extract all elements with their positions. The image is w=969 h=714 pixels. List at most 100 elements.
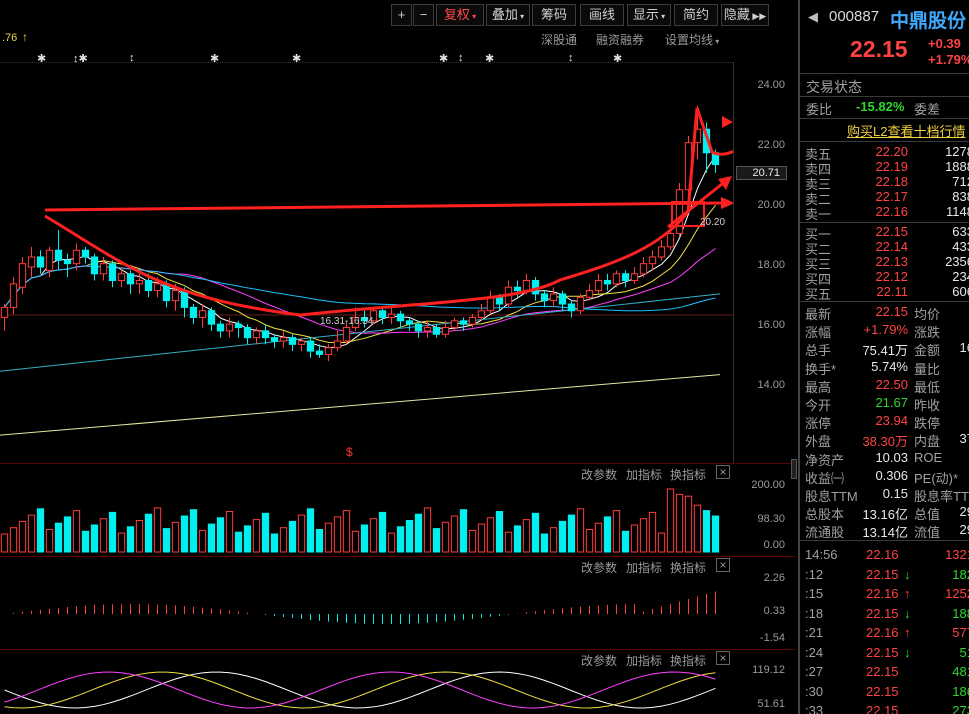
divider: [800, 141, 969, 142]
stat-value: 0.15: [882, 486, 908, 501]
info-marker-icon[interactable]: ✱: [439, 53, 449, 65]
change-params-button[interactable]: 改参数: [581, 654, 618, 668]
chips-button[interactable]: 筹码: [532, 4, 576, 26]
volume-bar: [450, 515, 459, 553]
current-price-tag: 20.71: [736, 166, 787, 180]
candle: [270, 337, 279, 342]
volume-bar: [648, 511, 657, 553]
info-marker-icon[interactable]: ↕: [568, 52, 574, 64]
level-label: 卖一: [805, 207, 832, 222]
l2-link[interactable]: 购买L2查看十档行情: [847, 124, 966, 139]
display-button[interactable]: 显示 ▾: [627, 4, 671, 26]
margin-trading-link[interactable]: 融资融券: [596, 33, 645, 47]
candle: [567, 303, 576, 312]
zoom-in-button[interactable]: +: [391, 4, 412, 26]
draw-line-button[interactable]: 画线: [580, 4, 624, 26]
close-icon[interactable]: ×: [716, 465, 730, 479]
close-icon[interactable]: ×: [716, 651, 730, 665]
dollar-marker[interactable]: $: [346, 445, 353, 459]
dropdown-caret-icon: ▾: [517, 12, 525, 21]
level-price: 22.13: [875, 254, 908, 269]
stat-label: 量比: [914, 361, 941, 377]
panel-divider: [0, 649, 796, 650]
prev-stock-icon[interactable]: ◀: [808, 9, 818, 24]
candle: [558, 293, 567, 305]
tick-price: 22.15: [866, 566, 899, 582]
shengu-tong-link[interactable]: 深股通: [541, 33, 578, 47]
simple-button[interactable]: 简约: [674, 4, 718, 26]
level-price: 22.16: [875, 204, 908, 219]
tick-row: :24 22.15 ↓ 51: [800, 645, 969, 661]
candle: [207, 310, 216, 325]
volume-bar: [18, 520, 27, 553]
volume-bar: [657, 532, 666, 553]
info-marker-icon[interactable]: ↕: [458, 52, 464, 64]
volume-bar: [360, 524, 369, 553]
info-marker-icon[interactable]: ✱: [613, 53, 623, 65]
set-ma-dropdown[interactable]: 设置均线 ▾: [665, 31, 719, 48]
kline-chart[interactable]: [0, 62, 733, 462]
volume-bar: [297, 514, 306, 553]
ma-line: [0, 374, 721, 436]
tick-price: 22.15: [866, 683, 899, 699]
tick-arrow-icon: ↓: [904, 605, 911, 621]
switch-indicator-button[interactable]: 换指标: [670, 561, 707, 575]
level-label: 卖三: [805, 177, 832, 192]
overlay-button[interactable]: 叠加 ▾: [486, 4, 530, 26]
volume-bar: [216, 517, 225, 553]
stat-value: 38.30万: [862, 434, 908, 450]
info-marker-icon[interactable]: ✱: [485, 53, 495, 65]
volume-chart[interactable]: [0, 484, 733, 554]
stat-label: 最低: [914, 379, 941, 395]
level-price: 22.14: [875, 239, 908, 254]
stat-value: 13.16亿: [862, 507, 908, 523]
ma-line: [0, 293, 721, 372]
candle: [450, 320, 459, 329]
tick-arrow-icon: ↑: [904, 625, 911, 640]
level-volume: 712: [952, 174, 969, 189]
info-marker-icon[interactable]: ✱: [37, 53, 47, 65]
restore-rights-button[interactable]: 复权 ▾: [436, 4, 484, 26]
candle: [144, 279, 153, 292]
stat-value: 0.306: [875, 467, 908, 483]
candle: [432, 327, 441, 335]
switch-indicator-button[interactable]: 换指标: [670, 468, 707, 482]
change-params-button[interactable]: 改参数: [581, 468, 618, 482]
zoom-out-button[interactable]: −: [413, 4, 434, 26]
last-price: 22.15: [850, 36, 908, 62]
macd-chart[interactable]: [0, 576, 733, 646]
stat-value: 37: [959, 431, 969, 447]
candle: [324, 347, 333, 355]
close-icon[interactable]: ×: [716, 558, 730, 572]
level-volume: 1148: [946, 204, 969, 219]
add-indicator-button[interactable]: 加指标: [626, 561, 663, 575]
info-marker-icon[interactable]: ↕: [129, 52, 135, 64]
info-marker-icon[interactable]: ✱: [292, 53, 302, 65]
stat-value: 13.14亿: [862, 525, 908, 541]
volume-bar: [675, 493, 684, 553]
stat-row: 涨幅 +1.79% 涨跌: [800, 322, 969, 341]
stat-value: 16: [959, 340, 969, 356]
add-indicator-button[interactable]: 加指标: [626, 468, 663, 482]
switch-indicator-button[interactable]: 换指标: [670, 654, 707, 668]
tick-volume: 481: [952, 664, 969, 679]
candle: [549, 293, 558, 302]
panel-collapse-handle[interactable]: [791, 459, 797, 479]
hide-button[interactable]: 隐藏 ▶▶: [721, 4, 769, 26]
add-indicator-button[interactable]: 加指标: [626, 654, 663, 668]
volume-bar: [369, 518, 378, 553]
volume-bar: [531, 512, 540, 553]
stat-row: 股息TTM 0.15 股息率TTM: [800, 486, 969, 504]
tick-price: 22.15: [866, 664, 899, 679]
stat-value: 29: [959, 522, 969, 538]
stat-value: 23.94: [875, 413, 908, 429]
tick-time: 14:56: [805, 547, 838, 562]
candle: [135, 279, 144, 285]
change-params-button[interactable]: 改参数: [581, 561, 618, 575]
candle: [423, 327, 432, 332]
stat-label: 涨跌: [914, 325, 941, 341]
annotation-arrow-line: [44, 201, 723, 212]
annotation-arrowhead-icon: [722, 116, 733, 128]
kdj-chart[interactable]: [0, 660, 733, 714]
info-marker-icon[interactable]: ✱: [210, 53, 220, 65]
